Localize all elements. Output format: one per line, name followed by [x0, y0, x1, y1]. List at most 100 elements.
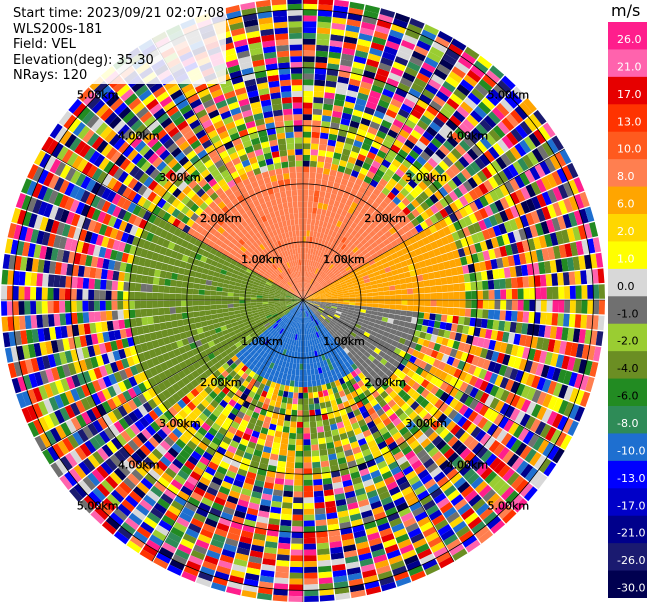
velocity-gate: [316, 44, 329, 52]
velocity-gate: [311, 450, 320, 457]
velocity-gate: [331, 187, 339, 195]
velocity-gate: [471, 290, 478, 300]
velocity-gate: [387, 191, 396, 201]
velocity-gate: [434, 164, 445, 176]
velocity-gate: [53, 301, 60, 314]
velocity-gate: [311, 455, 320, 463]
velocity-gate: [487, 279, 495, 290]
velocity-gate: [309, 285, 314, 291]
velocity-gate: [310, 287, 316, 292]
velocity-gate: [404, 28, 420, 40]
velocity-gate: [408, 149, 420, 160]
velocity-gate: [351, 265, 359, 271]
velocity-gate: [584, 206, 595, 223]
velocity-gate: [315, 178, 322, 186]
velocity-gate: [378, 191, 387, 201]
velocity-gate: [497, 79, 512, 94]
velocity-gate: [428, 224, 438, 234]
velocity-gate: [362, 275, 370, 281]
velocity-gate: [359, 286, 367, 291]
velocity-gate: [217, 313, 224, 319]
velocity-gate: [367, 126, 378, 136]
velocity-gate: [568, 212, 578, 227]
velocity-gate: [388, 72, 402, 83]
velocity-gate: [360, 238, 368, 246]
velocity-gate: [516, 311, 524, 323]
velocity-gate: [216, 304, 223, 310]
velocity-gate: [357, 277, 364, 282]
velocity-gate: [309, 278, 313, 285]
velocity-gate: [152, 284, 159, 293]
velocity-gate: [316, 385, 323, 392]
velocity-gate: [315, 513, 327, 521]
velocity-gate: [506, 300, 513, 311]
velocity-gate: [357, 252, 364, 259]
velocity-gate: [321, 209, 327, 216]
velocity-gate: [321, 179, 328, 187]
velocity-gate: [575, 240, 584, 256]
velocity-gate: [304, 549, 317, 556]
velocity-gate: [522, 154, 534, 169]
velocity-gate: [364, 281, 372, 287]
velocity-gate: [360, 303, 367, 307]
velocity-gate: [59, 300, 66, 313]
velocity-gate: [392, 93, 405, 103]
velocity-gate: [438, 245, 447, 255]
velocity-gate: [587, 300, 594, 314]
velocity-gate: [321, 258, 327, 265]
velocity-gate: [306, 363, 311, 370]
velocity-gate: [303, 398, 309, 405]
velocity-gate: [534, 222, 544, 236]
velocity-gate: [451, 66, 466, 79]
velocity-gate: [287, 391, 294, 399]
velocity-gate: [478, 182, 489, 195]
velocity-gate: [303, 183, 309, 190]
velocity-gate: [337, 227, 344, 235]
velocity-gate: [303, 160, 310, 167]
velocity-gate: [198, 289, 205, 295]
velocity-gate: [158, 277, 166, 286]
velocity-gate: [347, 206, 355, 215]
velocity-gate: [320, 454, 329, 462]
velocity-gate: [293, 491, 303, 498]
velocity-gate: [462, 118, 475, 131]
velocity-gate: [366, 303, 373, 307]
velocity-gate: [303, 102, 313, 109]
velocity-gate: [549, 260, 558, 273]
velocity-gate: [482, 74, 497, 88]
velocity-gate: [414, 248, 423, 256]
velocity-gate: [318, 289, 325, 293]
velocity-gate: [568, 313, 576, 328]
velocity-gate: [435, 285, 443, 293]
velocity-gate: [443, 243, 452, 253]
velocity-gate: [335, 272, 342, 278]
velocity-gate: [470, 281, 477, 291]
velocity-gate: [489, 88, 504, 103]
velocity-gate: [372, 36, 387, 46]
velocity-gate: [353, 239, 361, 247]
velocity-gate: [401, 305, 408, 311]
velocity-gate: [403, 98, 416, 109]
velocity-gate: [457, 316, 465, 325]
velocity-gate: [331, 22, 346, 31]
velocity-gate: [222, 287, 229, 293]
velocity-gate: [320, 126, 330, 134]
velocity-gate: [303, 259, 305, 266]
velocity-gate: [470, 110, 483, 123]
velocity-gate: [117, 300, 124, 310]
velocity-gate: [595, 252, 604, 268]
velocity-gate: [519, 120, 533, 136]
velocity-gate: [325, 210, 332, 218]
velocity-gate: [303, 114, 312, 121]
velocity-gate: [256, 300, 263, 303]
velocity-gate: [515, 124, 528, 139]
velocity-gate: [439, 58, 454, 71]
velocity-gate: [375, 25, 390, 35]
velocity-gate: [278, 454, 287, 462]
velocity-gate: [41, 301, 48, 314]
velocity-gate: [277, 548, 290, 556]
velocity-gate: [1, 269, 9, 285]
velocity-gate: [303, 119, 312, 126]
velocity-gate: [311, 137, 320, 144]
velocity-gate: [296, 357, 300, 364]
